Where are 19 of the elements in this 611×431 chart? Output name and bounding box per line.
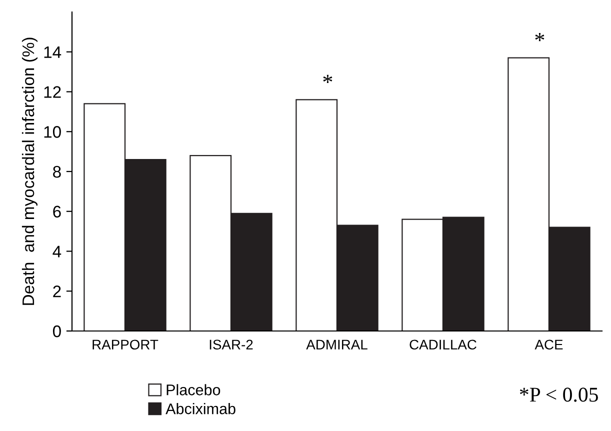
y-axis-title: Death and myocardial infarction (%) (22, 38, 38, 305)
legend-label: Placebo (166, 384, 220, 396)
y-tick-label: 10 (44, 126, 61, 138)
y-tick-label: 14 (44, 46, 62, 58)
legend-label: Abciximab (166, 403, 236, 414)
y-tick-label: 8 (53, 166, 61, 178)
y-tick-label: 0 (52, 325, 61, 338)
y-tick-label: 2 (53, 286, 61, 298)
x-tick-label: ISAR-2 (210, 340, 253, 350)
text: *P < 0.05 (520, 388, 598, 402)
x-tick-label: ADMIRAL (306, 340, 368, 350)
y-tick-label: 4 (52, 246, 62, 258)
x-tick-label: ACE (534, 340, 563, 350)
annotation: * (323, 74, 332, 84)
annotation: * (535, 33, 544, 42)
x-tick-label: RAPPORT (92, 340, 158, 350)
y-tick-label: 6 (53, 206, 61, 218)
y-tick-label: 12 (44, 86, 61, 98)
x-tick-label: CADILLAC (410, 340, 476, 350)
